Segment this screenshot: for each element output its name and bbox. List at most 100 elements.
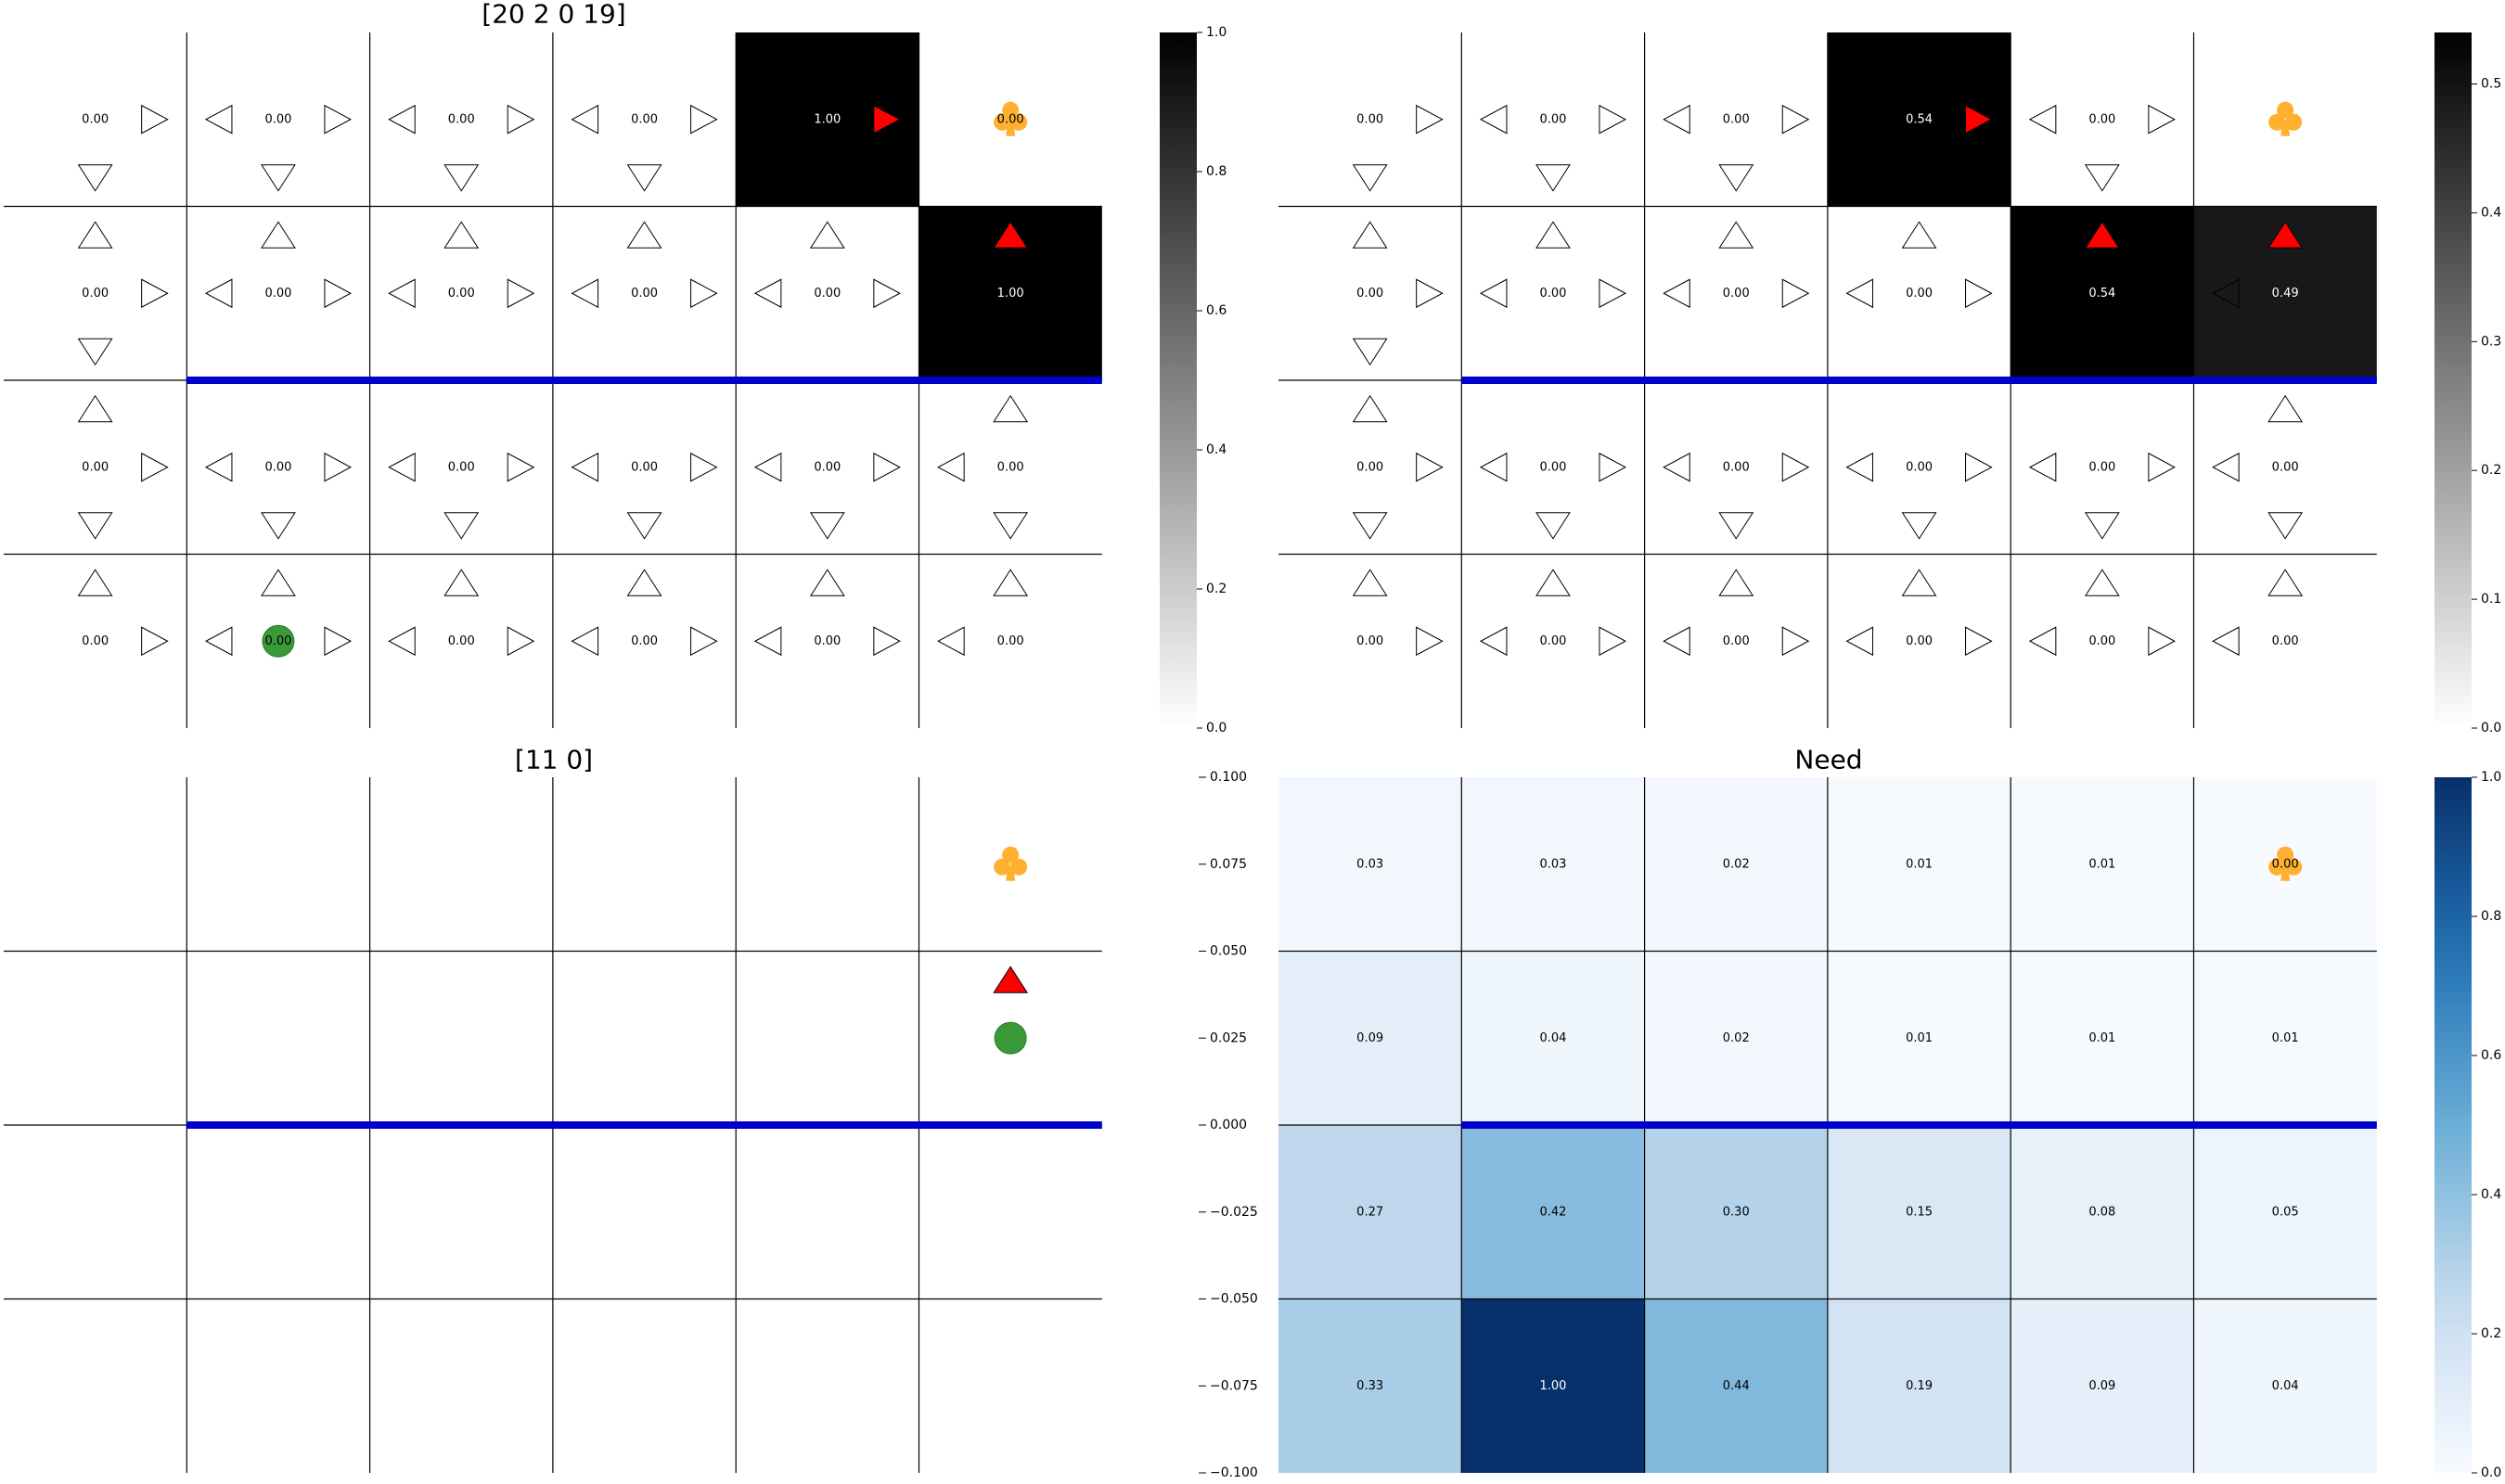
heatmap-cell (1461, 777, 1645, 952)
heatmap-cell (1827, 951, 2011, 1125)
colorbar-tick-label: 0.0 (2481, 1465, 2501, 1480)
cell-value: 0.00 (1723, 460, 1750, 474)
arrow-up-icon (1901, 569, 1937, 596)
arrow-left-icon (2028, 452, 2057, 482)
arrow-up-icon (993, 569, 1029, 596)
arrow-up-icon (443, 569, 480, 596)
cell-value: 0.00 (2088, 460, 2115, 474)
colorbar-tick-label: 0.4 (1206, 442, 1227, 457)
heatmap-cell (369, 32, 553, 207)
arrow-right-icon (1599, 626, 1627, 657)
colorbar-tick-label: 0.2 (2481, 463, 2501, 478)
colorbar-tick-label: 0.6 (1206, 303, 1227, 318)
cell-value: 0.00 (631, 460, 658, 474)
cell-value: 0.33 (1356, 1379, 1383, 1393)
heatmap-cell (1644, 1125, 1828, 1299)
heatmap-cell (369, 951, 553, 1125)
cell-value: 0.00 (631, 112, 658, 126)
arrow-right-icon (873, 278, 901, 309)
y-axis-tick-label: −0.050 (1210, 1292, 1258, 1307)
cell-value: 0.00 (997, 460, 1024, 474)
heatmap-cell (552, 554, 737, 728)
arrow-left-icon (388, 452, 416, 482)
heatmap-cell (736, 777, 919, 952)
arrow-right-icon (141, 626, 169, 657)
cell-value: 0.00 (997, 112, 1024, 126)
arrow-down-icon (77, 338, 113, 366)
cell-value: 1.00 (997, 287, 1024, 301)
cell-value: 0.00 (631, 287, 658, 301)
cell-value: 0.54 (2088, 287, 2115, 301)
heatmap-cell (186, 951, 370, 1125)
heatmap-cell (2193, 554, 2377, 728)
heatmap-cell (2010, 554, 2194, 728)
heatmap-cell (186, 32, 370, 207)
heatmap-cell (1278, 1298, 1462, 1473)
heatmap-cell (736, 1125, 919, 1299)
arrow-left-icon (204, 626, 233, 657)
heatmap-cell (918, 554, 1102, 728)
heatmap-cell (2010, 951, 2194, 1125)
heatmap-cell (369, 1125, 553, 1299)
arrow-down-icon (77, 164, 113, 192)
heatmap-cell (1827, 1125, 2011, 1299)
arrow-up-icon (809, 569, 845, 596)
club-leaf-top (2277, 846, 2294, 864)
arrow-right-icon (1781, 104, 1810, 134)
heatmap-cell (1278, 951, 1462, 1125)
arrow-right-icon (1416, 104, 1444, 134)
panel-2: 0.00 0.00 0.00 0.54 0.00 0.00 0.00 0.00 0.00 0.54… (1278, 32, 2501, 736)
cell-value: 0.19 (1906, 1379, 1933, 1393)
cell-value: 0.00 (1356, 287, 1383, 301)
cell-value: 0.00 (814, 287, 841, 301)
cell-value: 0.00 (1906, 460, 1933, 474)
arrow-up-icon (2267, 394, 2304, 423)
cell-value: 0.00 (264, 634, 291, 648)
cell-value: 0.01 (1906, 857, 1933, 871)
cell-value: 0.49 (2272, 287, 2299, 301)
heatmap-cell (736, 1298, 919, 1473)
arrow-down-icon (261, 512, 296, 540)
cell-value: 0.00 (82, 460, 109, 474)
club-leaf-right (2285, 113, 2303, 131)
cell-value: 0.42 (1539, 1205, 1566, 1219)
cell-value: 0.00 (264, 112, 291, 126)
arrow-left-icon (571, 104, 599, 134)
heatmap-cell (1461, 1125, 1645, 1299)
arrow-right-icon (873, 104, 901, 134)
arrow-right-icon (2148, 626, 2176, 657)
arrow-down-icon (1352, 164, 1388, 192)
heatmap-cell (736, 951, 919, 1125)
cell-value: 0.00 (814, 634, 841, 648)
heatmap-cell (918, 32, 1102, 207)
arrow-right-icon (1965, 452, 1993, 482)
cell-value: 1.00 (814, 112, 841, 126)
cell-value: 0.03 (1356, 857, 1383, 871)
cell-value: 0.09 (2088, 1379, 2115, 1393)
heatmap-cell (369, 554, 553, 728)
arrow-up-icon (77, 221, 113, 249)
club-leaf-left (2268, 113, 2286, 131)
arrow-left-icon (571, 278, 599, 309)
cell-value: 0.00 (1723, 112, 1750, 126)
arrow-up-icon (993, 394, 1029, 423)
cell-value: 0.00 (264, 460, 291, 474)
colorbar-tick-label: 0.4 (2481, 1187, 2501, 1202)
cell-value: 0.15 (1906, 1205, 1933, 1219)
club-leaf-left (2268, 858, 2286, 876)
club-stem (1006, 865, 1016, 881)
colorbar-tick-label: 0.2 (1206, 582, 1227, 596)
y-axis-tick-label: 0.075 (1210, 857, 1247, 872)
arrow-down-icon (993, 512, 1029, 540)
arrow-right-icon (507, 278, 535, 309)
cell-value: 0.00 (2088, 634, 2115, 648)
arrow-right-icon (1965, 104, 1993, 134)
arrow-up-icon (1535, 221, 1571, 249)
arrow-right-icon (324, 104, 353, 134)
heatmap-cell (552, 951, 737, 1125)
cell-value: 0.08 (2088, 1205, 2115, 1219)
colorbar-tick-label: 0.5 (2481, 77, 2501, 92)
arrow-down-icon (77, 512, 113, 540)
cell-value: 0.00 (2088, 112, 2115, 126)
